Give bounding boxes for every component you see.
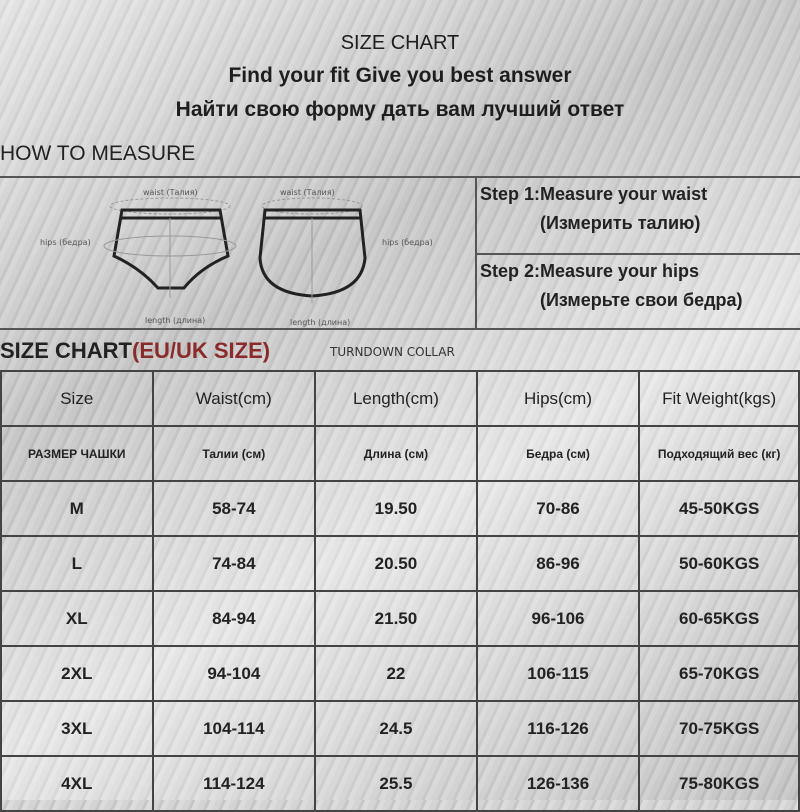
table-row: 4XL 114-124 25.5 126-136 75-80KGS xyxy=(0,755,800,812)
step-1-en: Step 1:Measure your waist xyxy=(480,184,708,204)
table-cell: Бедра (см) xyxy=(475,425,641,482)
heading-text: SIZE CHART xyxy=(0,338,132,363)
table-cell: 75-80KGS xyxy=(638,755,800,812)
table-cell: 3XL xyxy=(0,700,154,757)
table-cell: Waist(cm) xyxy=(151,370,317,427)
how-to-measure-heading: HOW TO MEASURE xyxy=(0,142,196,165)
divider xyxy=(475,253,800,255)
length-label-back: length (длина) xyxy=(290,318,351,327)
subtitle-en: Find your fit Give you best answer xyxy=(228,64,572,87)
table-cell: 65-70KGS xyxy=(638,645,800,702)
table-row: L 74-84 20.50 86-96 50-60KGS xyxy=(0,535,800,592)
table-cell: 20.50 xyxy=(314,535,478,592)
hips-label-back: hips (бедра) xyxy=(382,238,433,247)
briefs-front-icon xyxy=(103,197,237,298)
table-cell: 74-84 xyxy=(151,535,317,592)
table-cell: 60-65KGS xyxy=(638,590,800,647)
table-row: 2XL 94-104 22 106-115 65-70KGS xyxy=(0,645,800,702)
table-cell: 126-136 xyxy=(475,755,641,812)
table-row: M 58-74 19.50 70-86 45-50KGS xyxy=(0,480,800,537)
table-row: 3XL 104-114 24.5 116-126 70-75KGS xyxy=(0,700,800,757)
page-title: SIZE CHART xyxy=(340,32,460,54)
table-cell: Длина (см) xyxy=(314,425,478,482)
heading-accent: (EU/UK SIZE) xyxy=(132,338,271,363)
table-cell: Size xyxy=(0,370,154,427)
table-row: XL 84-94 21.50 96-106 60-65KGS xyxy=(0,590,800,647)
step-2-ru: (Измерьте свои бедра) xyxy=(540,290,743,310)
step-1-ru: (Измерить талию) xyxy=(540,213,701,233)
measure-box: waist (Талия) waist (Талия) hips (бедра)… xyxy=(0,176,800,330)
table-cell: 116-126 xyxy=(475,700,641,757)
table-cell: 104-114 xyxy=(151,700,317,757)
table-cell: Подходящий вес (кг) xyxy=(638,425,800,482)
table-cell: Hips(cm) xyxy=(475,370,641,427)
table-cell: Length(cm) xyxy=(314,370,478,427)
table-header-row: Size Waist(cm) Length(cm) Hips(cm) Fit Weigh… xyxy=(0,370,800,427)
step-1: Step 1:Measure your waist (Измерить тали… xyxy=(480,184,800,234)
table-header-row-ru: РАЗМЕР ЧАШКИ Талии (см) Длина (см) Бедра (с… xyxy=(0,425,800,482)
table-cell: 70-75KGS xyxy=(638,700,800,757)
table-cell: Fit Weight(kgs) xyxy=(638,370,800,427)
table-cell: Талии (см) xyxy=(151,425,317,482)
table-cell: 94-104 xyxy=(151,645,317,702)
table-cell: 70-86 xyxy=(475,480,641,537)
table-cell: 25.5 xyxy=(314,755,478,812)
table-cell: 96-106 xyxy=(475,590,641,647)
table-cell: 106-115 xyxy=(475,645,641,702)
overlay-text: TURNDOWN COLLAR xyxy=(330,345,455,359)
waist-label-back: waist (Талия) xyxy=(280,188,335,197)
step-2-en: Step 2:Measure your hips xyxy=(480,261,700,281)
table-cell: 21.50 xyxy=(314,590,478,647)
briefs-back-icon xyxy=(258,197,367,303)
table-cell: L xyxy=(0,535,154,592)
table-cell: 45-50KGS xyxy=(638,480,800,537)
table-cell: 114-124 xyxy=(151,755,317,812)
table-cell: РАЗМЕР ЧАШКИ xyxy=(0,425,154,482)
table-cell: 24.5 xyxy=(314,700,478,757)
table-cell: 86-96 xyxy=(475,535,641,592)
waist-label-front: waist (Талия) xyxy=(143,188,198,197)
table-cell: 4XL xyxy=(0,755,154,812)
table-cell: XL xyxy=(0,590,154,647)
table-cell: 50-60KGS xyxy=(638,535,800,592)
size-table: Size Waist(cm) Length(cm) Hips(cm) Fit Weigh… xyxy=(0,370,800,812)
size-chart-heading: SIZE CHART(EU/UK SIZE) xyxy=(0,338,270,364)
table-cell: 19.50 xyxy=(314,480,478,537)
step-2: Step 2:Measure your hips (Измерьте свои … xyxy=(480,261,800,311)
length-label-front: length (длина) xyxy=(145,316,206,325)
table-cell: M xyxy=(0,480,154,537)
table-cell: 22 xyxy=(314,645,478,702)
table-cell: 58-74 xyxy=(151,480,317,537)
table-cell: 84-94 xyxy=(151,590,317,647)
table-cell: 2XL xyxy=(0,645,154,702)
subtitle-ru: Найти свою форму дать вам лучший ответ xyxy=(175,98,625,121)
hips-label-front: hips (бедра) xyxy=(40,238,91,247)
